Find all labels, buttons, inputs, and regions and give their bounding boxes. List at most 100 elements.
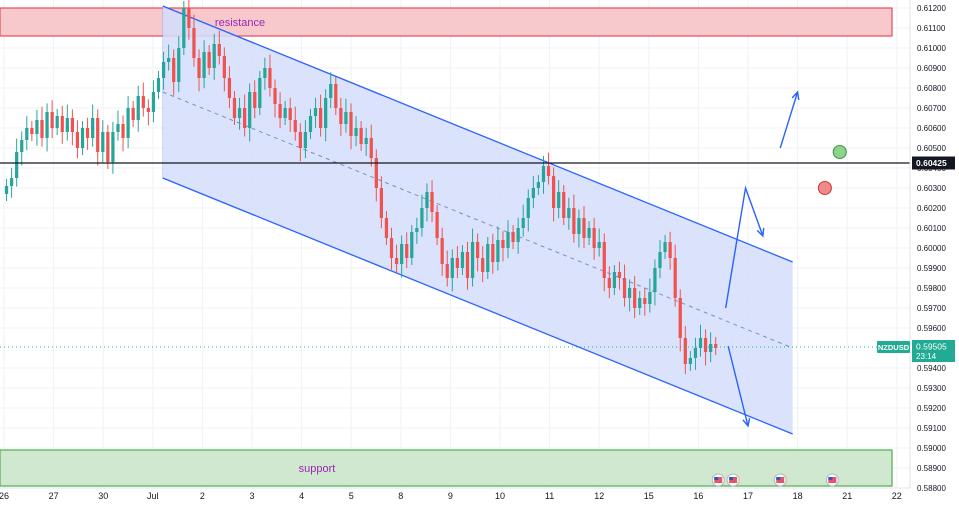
candle-up (506, 232, 510, 248)
candle-down (369, 138, 373, 158)
candle-up (496, 240, 500, 262)
candle-down (551, 176, 556, 208)
candle-up (237, 108, 242, 118)
candle-down (481, 258, 485, 272)
candle-up (248, 92, 252, 128)
candle-down (602, 242, 606, 278)
scenario-arrow[interactable] (727, 345, 749, 427)
candle-down (253, 92, 257, 108)
flag-canton-icon (729, 477, 734, 480)
price-tick-label: 0.60100 (917, 224, 946, 233)
scenario-arrow[interactable] (779, 91, 799, 149)
candle-down (197, 58, 201, 78)
candle-up (35, 120, 39, 134)
price-tick-label: 0.58900 (917, 464, 946, 473)
candle-up (557, 192, 561, 208)
candle-down (141, 96, 145, 108)
price-tick-label: 0.59600 (917, 324, 946, 333)
candle-up (354, 128, 358, 136)
candle-up (156, 78, 161, 92)
candle-down (106, 132, 110, 162)
candle-up (693, 348, 698, 358)
symbol-tag-bg (877, 341, 910, 353)
candle-up (4, 186, 9, 194)
candle-down (349, 112, 353, 136)
flag-canton-icon (776, 477, 781, 480)
candle-up (126, 108, 130, 138)
channel-lower-line[interactable] (162, 177, 793, 435)
candle-up (303, 132, 308, 148)
scenario-arrow[interactable] (724, 185, 764, 309)
target-up-marker[interactable] (832, 144, 847, 160)
candle-down (207, 52, 211, 68)
candle-down (96, 118, 100, 152)
candle-up (486, 244, 490, 272)
candle-up (258, 78, 262, 108)
candle-up (116, 124, 120, 132)
candle-down (268, 68, 272, 88)
candle-up (470, 242, 475, 278)
zones: resistance support (0, 7, 893, 487)
candle-down (273, 88, 277, 104)
channel-upper-line[interactable] (162, 5, 793, 263)
price-tick-label: 0.61000 (917, 44, 946, 53)
candle-up (425, 192, 429, 208)
time-tick-label: 10 (495, 491, 505, 501)
candle-up (9, 178, 14, 186)
candle-up (161, 62, 166, 78)
time-axis[interactable]: 26 27 30 Jul 2 3 4 5 8 9 10 11 12 15 16 17 18 21 22 (0, 487, 910, 501)
symbol-tag: NZDUSD (878, 343, 910, 352)
candle-up (20, 140, 24, 152)
candle-down (232, 98, 237, 118)
candle-up (415, 228, 419, 232)
candle-up (45, 112, 49, 138)
candle-down (374, 158, 378, 188)
channel-mid-line[interactable] (162, 91, 793, 349)
price-tick-label: 0.60600 (917, 124, 946, 133)
price-tick-label: 0.61200 (917, 4, 946, 13)
candle-up (460, 252, 465, 268)
price-tick-label: 0.60800 (917, 84, 946, 93)
candle-down (643, 298, 647, 304)
time-tick-label: 17 (743, 491, 753, 501)
resistance-zone[interactable] (0, 7, 893, 37)
candle-down (617, 272, 622, 278)
annotations[interactable] (0, 90, 912, 487)
candle-down (430, 192, 434, 212)
candle-down (60, 116, 64, 132)
time-tick-label: 4 (299, 491, 304, 501)
price-tick-label: 0.61100 (917, 24, 946, 33)
candle-up (111, 132, 115, 162)
candle-down (405, 244, 409, 258)
candle-down (146, 108, 150, 112)
candle-down (384, 218, 389, 238)
candle-down (187, 8, 191, 28)
candle-down (476, 242, 480, 258)
price-tick-label: 0.60000 (917, 244, 946, 253)
time-tick-label: 22 (892, 491, 902, 501)
candle-up (698, 338, 703, 348)
candle-down (379, 188, 384, 218)
candle-down (85, 128, 90, 138)
candle-down (121, 124, 125, 138)
price-tick-label: 0.59200 (917, 404, 946, 413)
candle-up (663, 242, 667, 252)
candle-down (339, 108, 343, 124)
price-tick-label: 0.59900 (917, 264, 946, 273)
candle-up (638, 298, 642, 308)
price-axis[interactable]: 0.61200 0.61100 0.61000 0.60900 0.60800 0.607… (877, 0, 959, 508)
candle-up (577, 218, 581, 234)
candle-up (313, 108, 318, 116)
support-zone[interactable] (0, 449, 893, 487)
price-tick-label: 0.60300 (917, 184, 946, 193)
candle-up (597, 242, 601, 248)
price-tick-label: 0.59100 (917, 424, 946, 433)
candle-down (334, 84, 338, 108)
target-down-marker[interactable] (817, 180, 832, 196)
candle-down (491, 244, 495, 262)
candle-down (222, 56, 226, 78)
candle-up (308, 116, 313, 132)
resistance-zone-label: resistance (215, 17, 265, 29)
price-axis-bg (910, 0, 959, 508)
